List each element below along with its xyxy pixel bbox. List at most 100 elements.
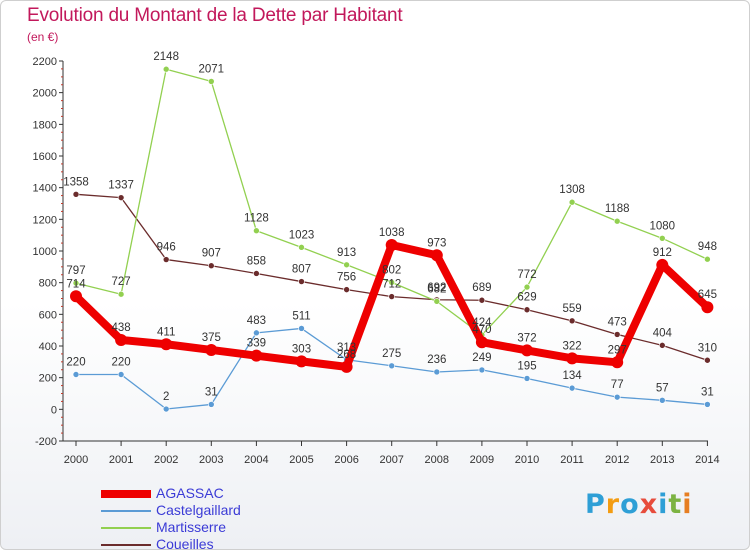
data-point-coueilles xyxy=(523,306,531,314)
data-label-agassac: 268 xyxy=(337,349,356,361)
data-label-martisserre: 682 xyxy=(427,283,446,295)
data-label-martisserre: 727 xyxy=(112,276,131,288)
data-label-agassac: 438 xyxy=(112,322,131,334)
data-label-martisserre: 1188 xyxy=(605,203,630,215)
data-label-martisserre: 2071 xyxy=(199,63,225,75)
y-tick-label: 800 xyxy=(39,278,57,290)
data-point-castelgaillard xyxy=(523,375,531,382)
data-label-martisserre: 948 xyxy=(698,241,717,253)
data-point-martisserre xyxy=(208,78,215,85)
data-label-martisserre: 1308 xyxy=(559,184,585,196)
x-tick-label: 2006 xyxy=(334,454,358,466)
data-label-agassac: 303 xyxy=(292,343,311,355)
data-point-castelgaillard xyxy=(613,393,621,401)
data-point-coueilles xyxy=(117,194,125,201)
data-label-agassac: 372 xyxy=(517,332,536,344)
data-point-agassac xyxy=(340,360,353,373)
data-point-coueilles xyxy=(478,296,486,304)
data-point-agassac xyxy=(295,355,308,368)
data-point-coueilles xyxy=(658,342,666,349)
data-label-coueilles: 629 xyxy=(517,292,536,304)
x-tick-label: 2009 xyxy=(470,454,494,466)
data-label-coueilles: 310 xyxy=(698,342,717,354)
data-point-castelgaillard xyxy=(433,368,441,376)
data-point-martisserre xyxy=(613,217,621,225)
data-label-agassac: 714 xyxy=(66,278,86,290)
y-tick-label: 1800 xyxy=(33,119,57,131)
data-label-coueilles: 1358 xyxy=(63,176,89,188)
data-point-castelgaillard xyxy=(253,329,260,337)
data-label-coueilles: 404 xyxy=(653,327,673,339)
data-point-coueilles xyxy=(343,286,350,293)
data-point-coueilles xyxy=(704,356,711,364)
data-label-castelgaillard: 2 xyxy=(163,391,169,403)
data-label-martisserre: 797 xyxy=(66,265,85,277)
data-label-coueilles: 1337 xyxy=(108,180,134,192)
logo-letter: r xyxy=(605,489,621,520)
data-point-coueilles xyxy=(208,262,215,270)
data-label-castelgaillard: 31 xyxy=(205,386,218,398)
data-label-coueilles: 756 xyxy=(337,272,356,284)
logo-letter: i xyxy=(658,489,669,520)
data-point-coueilles xyxy=(613,331,621,338)
y-tick-label: 0 xyxy=(51,404,57,416)
data-point-castelgaillard xyxy=(162,405,170,413)
x-tick-label: 2010 xyxy=(515,454,539,466)
y-tick-label: 1200 xyxy=(33,214,57,226)
data-label-castelgaillard: 275 xyxy=(382,348,401,360)
data-label-agassac: 912 xyxy=(653,247,672,259)
data-label-coueilles: 712 xyxy=(382,279,401,291)
x-tick-label: 2005 xyxy=(289,454,313,466)
data-point-agassac xyxy=(521,344,533,357)
data-point-agassac xyxy=(205,343,218,356)
proxiti-logo: Proxiti xyxy=(585,489,693,520)
data-label-coueilles: 907 xyxy=(202,248,221,260)
data-point-martisserre xyxy=(704,255,711,263)
data-label-coueilles: 858 xyxy=(247,255,266,267)
data-label-agassac: 411 xyxy=(157,326,175,338)
data-label-coueilles: 689 xyxy=(472,282,491,294)
data-label-castelgaillard: 31 xyxy=(701,386,714,398)
legend-label-martisserre: Martisserre xyxy=(156,519,227,535)
data-point-castelgaillard xyxy=(298,325,305,332)
data-point-martisserre xyxy=(298,244,305,251)
data-label-castelgaillard: 57 xyxy=(656,382,669,394)
data-label-castelgaillard: 77 xyxy=(611,379,624,391)
chart-title: Evolution du Montant de la Dette par Hab… xyxy=(27,5,403,26)
data-point-agassac xyxy=(385,238,398,251)
logo-letter: i xyxy=(682,489,693,520)
data-label-agassac: 973 xyxy=(427,237,446,249)
data-point-martisserre xyxy=(433,298,441,305)
logo-letter: t xyxy=(668,489,683,520)
data-label-martisserre: 802 xyxy=(382,264,401,276)
data-label-castelgaillard: 220 xyxy=(66,357,85,369)
data-label-martisserre: 913 xyxy=(337,247,356,259)
data-point-martisserre xyxy=(253,227,260,235)
data-point-martisserre xyxy=(72,279,80,287)
data-point-castelgaillard xyxy=(117,371,125,378)
data-label-martisserre: 772 xyxy=(517,269,536,281)
data-label-castelgaillard: 511 xyxy=(292,310,310,322)
y-tick-label: 2200 xyxy=(33,56,57,68)
data-point-martisserre xyxy=(117,290,125,298)
data-point-agassac xyxy=(475,336,488,349)
legend-label-coueilles: Coueilles xyxy=(156,536,214,550)
legend-label-agassac: AGASSAC xyxy=(156,485,224,501)
data-point-castelgaillard xyxy=(568,384,576,392)
y-tick-label: 1400 xyxy=(33,183,57,195)
data-label-castelgaillard: 134 xyxy=(563,370,583,382)
data-label-castelgaillard: 483 xyxy=(247,315,266,327)
y-tick-label: 400 xyxy=(39,341,57,353)
data-label-martisserre: 1080 xyxy=(650,220,676,232)
data-point-agassac xyxy=(611,356,624,369)
x-tick-label: 2003 xyxy=(199,454,223,466)
x-tick-label: 2011 xyxy=(560,454,584,466)
logo-letter: P xyxy=(585,489,606,520)
data-label-agassac: 470 xyxy=(472,324,491,336)
data-point-agassac xyxy=(160,338,173,351)
data-label-coueilles: 559 xyxy=(563,303,582,315)
data-label-martisserre: 1128 xyxy=(244,213,269,225)
data-point-agassac xyxy=(115,333,128,346)
